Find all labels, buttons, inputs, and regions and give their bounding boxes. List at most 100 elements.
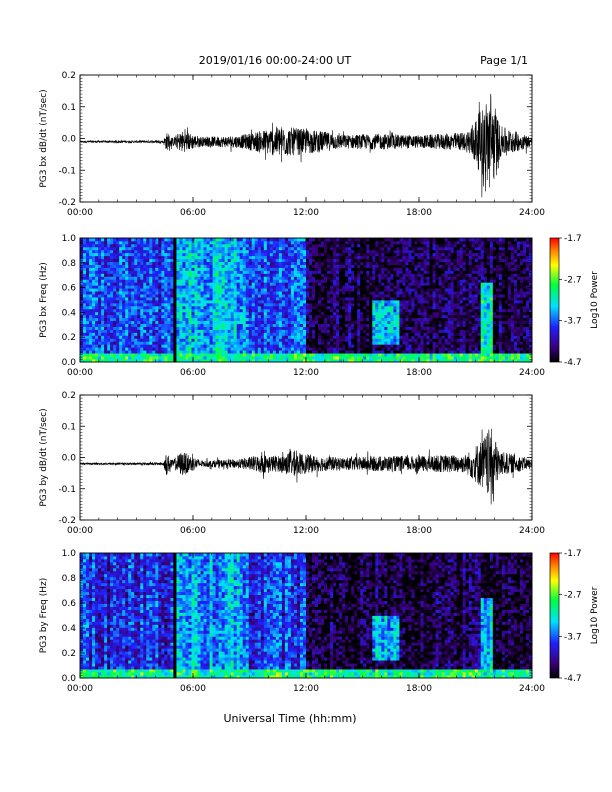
heat-cell <box>420 270 424 274</box>
heat-cell <box>342 329 346 333</box>
heat-cell <box>390 338 394 342</box>
heat-cell <box>357 317 361 322</box>
heat-cell <box>257 282 262 286</box>
heat-cell <box>191 273 195 277</box>
heat-cell <box>131 246 135 251</box>
heat-cell <box>375 300 379 304</box>
heat-cell <box>260 317 265 322</box>
heat-cell <box>143 359 147 363</box>
heat-cell <box>396 282 400 286</box>
heat-cell <box>86 282 90 286</box>
heat-cell <box>137 243 141 248</box>
heat-cell <box>363 302 367 307</box>
heat-cell <box>414 279 418 283</box>
heat-cell <box>357 305 361 310</box>
heat-cell <box>339 238 343 242</box>
heat-cell <box>122 267 126 271</box>
heat-cell <box>176 238 180 242</box>
heat-cell <box>230 314 235 319</box>
heat-cell <box>396 267 400 271</box>
heat-cell <box>89 359 93 363</box>
heat-cell <box>293 279 298 283</box>
heat-cell <box>354 317 358 322</box>
page-label: Page 1/1 <box>480 54 528 67</box>
heat-cell <box>257 317 262 322</box>
heat-cell <box>125 302 129 307</box>
heat-cell <box>327 273 331 277</box>
heat-cell <box>155 243 159 248</box>
heat-cell <box>218 341 223 345</box>
heat-cell <box>309 249 313 254</box>
heat-cell <box>131 317 135 322</box>
heat-cell <box>405 329 409 333</box>
heat-cell <box>200 288 204 292</box>
heat-cell <box>327 341 331 345</box>
heat-cell <box>242 261 247 265</box>
heat-cell <box>414 243 418 248</box>
heat-cell <box>98 320 102 325</box>
heat-cell <box>83 320 87 325</box>
heat-cell <box>378 276 382 280</box>
series-line <box>79 93 533 198</box>
heat-cell <box>239 341 244 345</box>
heat-cell <box>146 240 150 245</box>
heat-cell <box>339 359 343 363</box>
heat-cell <box>357 341 361 345</box>
heat-cell <box>321 238 325 242</box>
heat-cell <box>215 359 220 363</box>
heat-cell <box>405 323 409 327</box>
heat-cell <box>230 329 235 333</box>
heat-cell <box>236 305 241 310</box>
heat-cell <box>212 267 216 271</box>
heat-cell <box>345 320 349 325</box>
heat-cell <box>170 270 174 274</box>
heat-cell <box>254 344 259 348</box>
heat-cell <box>158 291 162 295</box>
heat-cell <box>357 285 361 289</box>
heat-cell <box>345 243 349 248</box>
heat-cell <box>369 255 373 260</box>
heat-cell <box>152 359 156 363</box>
heat-cell <box>230 308 235 313</box>
heat-cell <box>357 255 361 260</box>
heat-cell <box>393 273 397 277</box>
heat-cell <box>272 356 277 360</box>
heat-cell <box>393 350 397 354</box>
heat-cell <box>293 243 298 248</box>
heat-cell <box>393 335 397 339</box>
heat-cell <box>284 297 289 301</box>
heat-cell <box>203 238 207 242</box>
heat-cell <box>194 305 198 310</box>
heat-cell <box>230 240 235 245</box>
heat-cell <box>140 320 144 325</box>
heat-cell <box>402 238 406 242</box>
heat-cell <box>218 261 223 265</box>
heat-cell <box>414 332 418 336</box>
heat-cell <box>245 246 250 251</box>
heat-cell <box>206 353 210 357</box>
heat-cell <box>260 261 265 265</box>
heat-cell <box>164 311 168 316</box>
heat-cell <box>318 347 322 351</box>
heat-cell <box>110 308 114 313</box>
heat-cell <box>209 332 213 336</box>
heat-cell <box>378 273 382 277</box>
heat-cell <box>272 350 277 354</box>
heat-cell <box>236 320 241 325</box>
heat-cell <box>194 276 198 280</box>
heat-cell <box>384 261 388 265</box>
heat-cell <box>402 243 406 248</box>
heat-cell <box>339 311 343 316</box>
heat-cell <box>296 353 301 357</box>
heat-cell <box>423 329 427 333</box>
heat-cell <box>345 240 349 245</box>
heat-cell <box>188 335 192 339</box>
heat-cell <box>254 261 259 265</box>
heat-cell <box>200 305 204 310</box>
heat-cell <box>191 246 195 251</box>
heat-cell <box>176 350 180 354</box>
heat-cell <box>230 282 235 286</box>
heat-cell <box>191 282 195 286</box>
heat-cell <box>348 255 352 260</box>
heat-cell <box>384 288 388 292</box>
